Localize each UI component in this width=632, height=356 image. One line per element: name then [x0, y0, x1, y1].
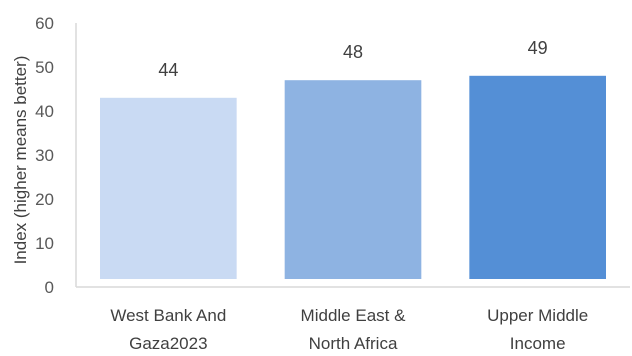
bar-value-label: 48 [343, 42, 363, 62]
y-axis-ticks: 0 10 20 30 40 50 60 [35, 14, 54, 297]
category-label: Income [510, 334, 566, 353]
y-tick-label: 60 [35, 14, 54, 33]
category-labels-group: West Bank And Gaza2023 Middle East & North … [110, 306, 588, 353]
category-label: Upper Middle [487, 306, 588, 325]
bar [100, 97, 237, 279]
y-tick-label: 20 [35, 190, 54, 209]
bars-group [100, 75, 606, 279]
bar-value-label: 44 [158, 60, 178, 80]
y-tick-label: 10 [35, 234, 54, 253]
bar [284, 80, 422, 279]
y-tick-label: 0 [45, 278, 54, 297]
category-label: West Bank And [110, 306, 226, 325]
category-label: Middle East & [301, 306, 407, 325]
data-labels-group: 44 48 49 [158, 38, 547, 80]
y-tick-label: 40 [35, 102, 54, 121]
category-label: Gaza2023 [129, 334, 207, 353]
y-tick-label: 30 [35, 146, 54, 165]
y-axis-title: Index (higher means better) [11, 56, 30, 265]
bar [469, 75, 606, 279]
bar-value-label: 49 [528, 38, 548, 58]
y-tick-label: 50 [35, 58, 54, 77]
category-label: North Africa [309, 334, 398, 353]
